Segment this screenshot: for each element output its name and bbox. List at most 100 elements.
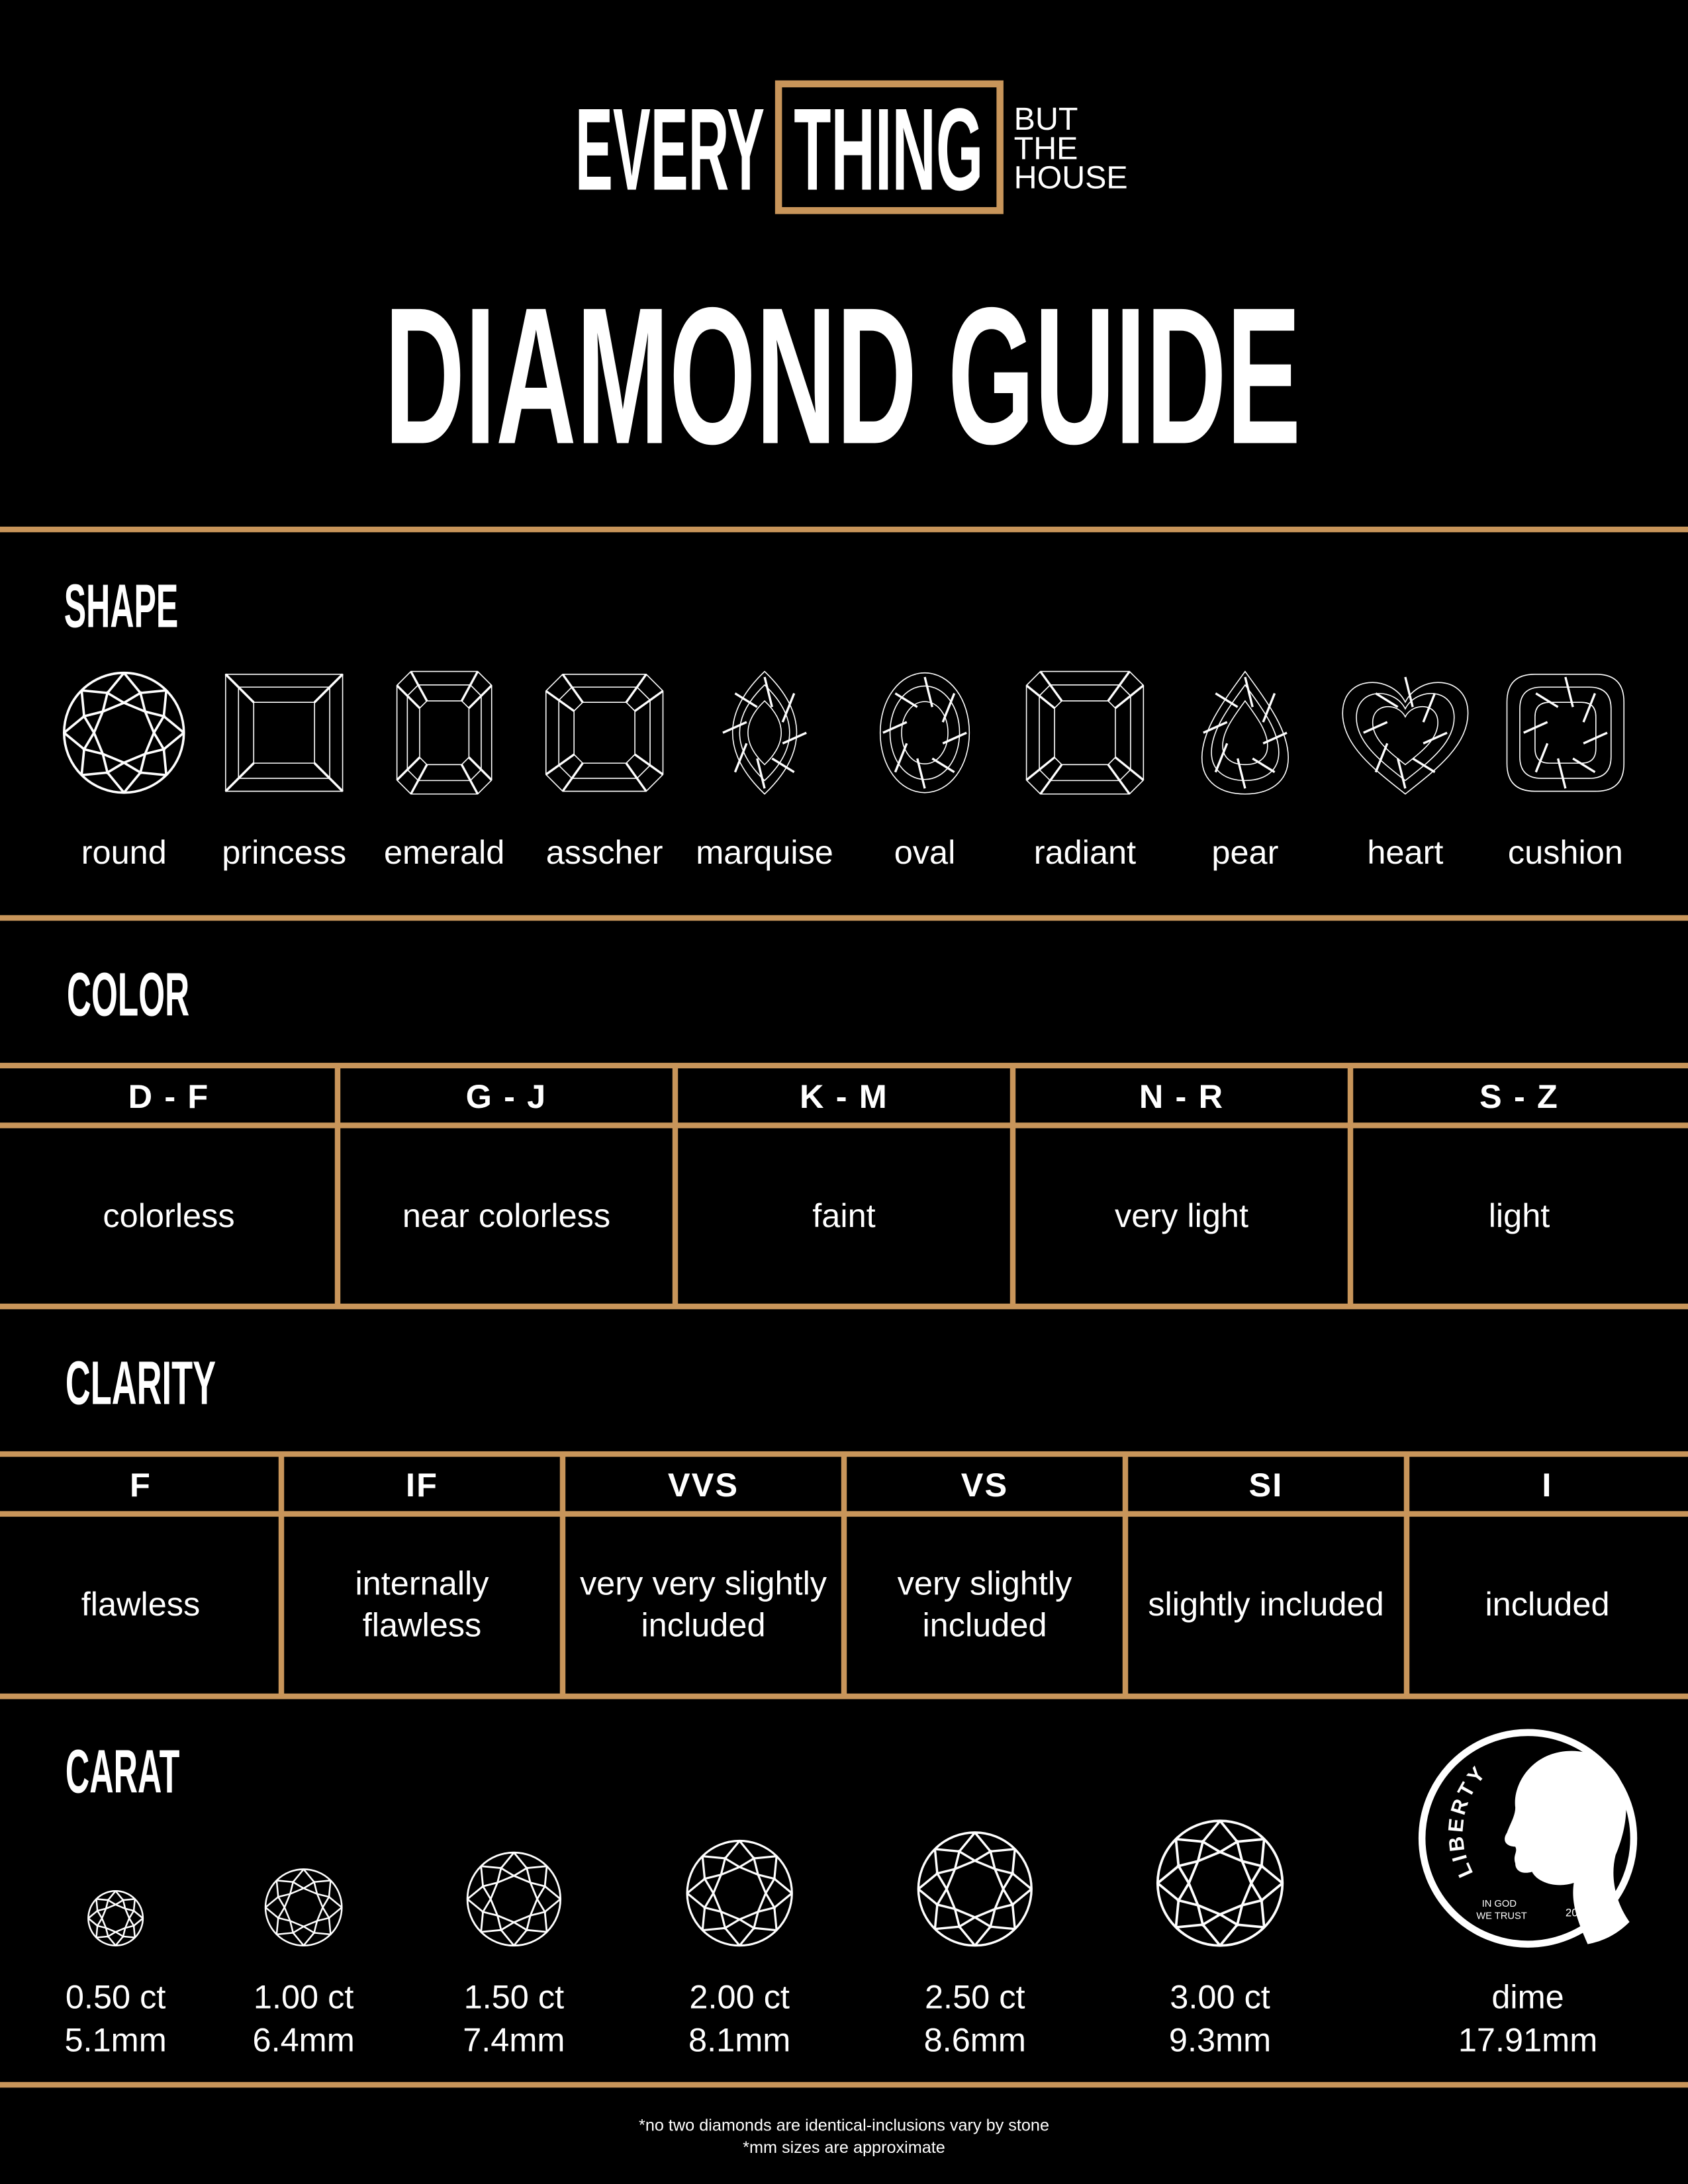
facet	[328, 1880, 343, 1909]
facet	[122, 771, 167, 794]
carat-weight: 1.50 ct	[464, 1978, 565, 2015]
facet	[1237, 758, 1246, 789]
facet	[634, 753, 664, 776]
grade-description: included	[1485, 1585, 1609, 1623]
outline	[1373, 707, 1438, 765]
facet	[122, 672, 167, 694]
logo-box	[774, 80, 1004, 214]
carat-diamond	[264, 1868, 343, 1946]
facet	[1423, 731, 1448, 745]
shape-label: asscher	[546, 833, 663, 871]
outline	[1342, 682, 1468, 794]
facet	[1114, 684, 1145, 709]
facet	[481, 1929, 515, 1946]
facet	[1583, 731, 1608, 745]
logo-tagline: THE	[1014, 130, 1078, 166]
outline	[574, 702, 635, 763]
carat-diamond	[1156, 1819, 1284, 1947]
facet	[328, 1907, 343, 1934]
outline	[1507, 674, 1624, 792]
logo-tagline: HOUSE	[1014, 160, 1128, 196]
carat-weight: 0.50 ct	[66, 1978, 166, 2015]
grade-description: light	[1489, 1197, 1550, 1234]
grade-header: VVS	[668, 1466, 739, 1504]
section-heading: CLARITY	[66, 1348, 216, 1417]
grade-header: SI	[1249, 1466, 1284, 1504]
facet	[702, 1840, 741, 1860]
facet	[81, 771, 125, 794]
facet	[1156, 1839, 1180, 1884]
facet	[625, 762, 647, 792]
carat-diamond	[686, 1839, 793, 1947]
facet	[734, 692, 758, 708]
outline	[1202, 672, 1288, 794]
carat-size: 6.4mm	[253, 2021, 355, 2059]
grade-header: G - J	[466, 1077, 547, 1115]
facet	[935, 1831, 976, 1853]
facet	[1156, 1882, 1180, 1928]
grade-header: I	[1542, 1466, 1552, 1504]
facet	[894, 743, 908, 773]
grade-description: near colorless	[402, 1197, 610, 1234]
facet	[1176, 1820, 1221, 1843]
grade-header: S - Z	[1479, 1077, 1559, 1115]
logo-thing: THING	[794, 85, 983, 215]
facet	[702, 1927, 741, 1946]
facet	[1114, 756, 1145, 782]
facet	[974, 1831, 1015, 1853]
shape-icon	[1342, 676, 1468, 794]
facet	[1262, 693, 1276, 723]
outline	[880, 673, 970, 793]
facet	[1011, 1888, 1033, 1929]
shape-label: emerald	[384, 833, 504, 871]
facet	[468, 756, 492, 781]
grade-description: internally	[355, 1565, 489, 1602]
carat-weight: 1.00 ct	[254, 1978, 354, 2015]
facet	[917, 1888, 939, 1929]
facet	[894, 692, 918, 708]
facet	[543, 1866, 561, 1900]
facet	[1375, 692, 1399, 708]
facet	[1039, 764, 1063, 795]
facet	[313, 762, 344, 792]
facet	[1564, 676, 1574, 707]
grade-description: slightly included	[1148, 1585, 1383, 1623]
grade-description: flawless	[81, 1585, 201, 1623]
facet	[1107, 764, 1131, 795]
facet	[545, 753, 575, 776]
shape-icon	[1027, 672, 1144, 794]
facet	[738, 1927, 777, 1946]
facet	[935, 1925, 976, 1946]
facet	[634, 690, 664, 712]
facet	[132, 1899, 144, 1919]
facet	[781, 693, 796, 723]
facet	[545, 690, 575, 712]
facet	[87, 1899, 99, 1919]
dime-label: dime	[1491, 1978, 1564, 2015]
outline	[254, 702, 314, 763]
facet	[1260, 1882, 1284, 1928]
facet	[763, 676, 773, 707]
shape-label: marquise	[696, 833, 833, 871]
outline	[226, 674, 343, 792]
grade-description: flawless	[363, 1606, 482, 1644]
shape-label: round	[81, 833, 167, 871]
grade-description: very very slightly	[580, 1565, 827, 1602]
outline	[1211, 685, 1279, 780]
facet	[481, 1852, 515, 1870]
facet	[974, 1925, 1015, 1946]
facet	[686, 1892, 706, 1931]
carat-size: 5.1mm	[64, 2021, 166, 2059]
facet	[942, 731, 967, 745]
facet	[265, 1907, 279, 1934]
shape-icon	[546, 674, 663, 792]
shape-icon	[226, 674, 343, 792]
grade-header: N - R	[1139, 1077, 1224, 1115]
facet	[1215, 692, 1239, 708]
facet	[756, 758, 766, 789]
dime-size: 17.91mm	[1458, 2021, 1597, 2059]
facet	[410, 764, 428, 795]
grade-description: faint	[812, 1197, 875, 1234]
